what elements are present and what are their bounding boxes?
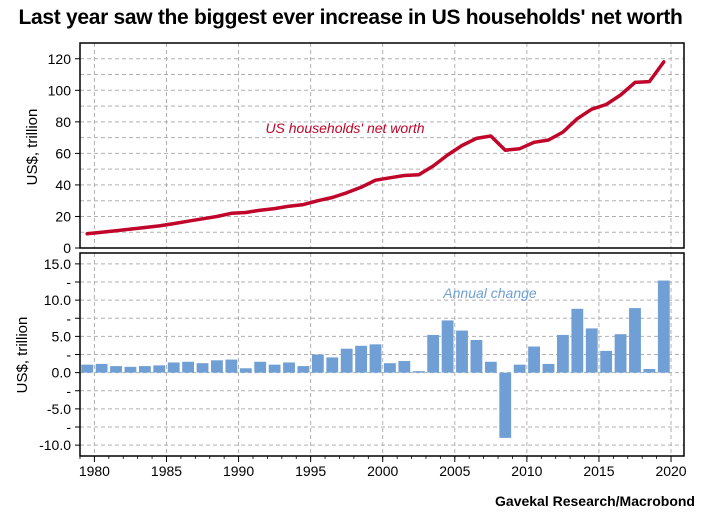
- annual-change-bar: [340, 348, 353, 373]
- x-tick-label: 1995: [295, 463, 326, 479]
- annual-change-bar: [600, 350, 613, 373]
- annual-change-bar: [614, 334, 627, 373]
- top-y-tick-label: 20: [55, 208, 71, 224]
- bottom-y-tick-label: -: [66, 347, 71, 363]
- annual-change-bar: [557, 334, 569, 373]
- bottom-y-tick-label: -: [66, 383, 71, 399]
- bottom-y-axis-title: US$, trillion: [14, 317, 31, 394]
- top-y-tick-label: 0: [63, 240, 71, 256]
- x-tick-label: 2020: [655, 463, 686, 479]
- annual-change-bar: [153, 365, 166, 373]
- x-ticks: 1980 1985 1990 1995 2000 2005 2010 2015 2020: [79, 456, 687, 479]
- annual-change-bar: [657, 280, 670, 373]
- top-y-tick-label: 80: [55, 114, 71, 130]
- bottom-y-ticks: -10.0--5.0-0.0-5.0-10.0-15.0: [39, 256, 80, 453]
- annual-change-bar: [283, 362, 295, 373]
- bottom-y-tick-label: -: [66, 419, 71, 435]
- net-worth-points: [87, 61, 664, 234]
- annual-change-bar: [470, 340, 483, 373]
- top-panel-grid: [80, 43, 684, 248]
- annual-change-bar: [528, 346, 540, 373]
- x-tick-label: 2005: [439, 463, 470, 479]
- annual-change-bar: [456, 330, 468, 373]
- annual-change-bar: [196, 363, 209, 373]
- net-worth-series-label: US households' net worth: [265, 120, 424, 136]
- annual-change-bar: [427, 334, 440, 373]
- x-tick-label: 1980: [79, 463, 110, 479]
- annual-change-bar: [254, 361, 267, 373]
- annual-change-bar: [326, 357, 339, 373]
- x-tick-label: 2010: [511, 463, 542, 479]
- annual-change-bar: [398, 361, 411, 373]
- annual-change-bar: [571, 308, 584, 373]
- annual-change-bar: [484, 361, 497, 373]
- annual-change-bar: [412, 371, 425, 373]
- annual-change-bar: [211, 360, 223, 373]
- top-y-tick-label: 100: [48, 82, 72, 98]
- annual-change-bar: [81, 364, 94, 373]
- top-panel-frame: [79, 42, 685, 249]
- bottom-y-tick-label: -10.0: [39, 437, 71, 453]
- bottom-y-tick-label: 10.0: [44, 292, 71, 308]
- bar-series: [81, 280, 670, 438]
- bottom-y-tick-label: -: [66, 310, 71, 326]
- annual-change-bar: [355, 345, 368, 373]
- annual-change-bar: [643, 369, 656, 373]
- source-credit: Gavekal Research/Macrobond: [495, 493, 695, 509]
- annual-change-bar: [297, 366, 310, 373]
- annual-change-series-label: Annual change: [442, 285, 537, 301]
- annual-change-bar: [239, 368, 252, 373]
- net-worth-line: [85, 60, 666, 236]
- x-tick-label: 1990: [223, 463, 254, 479]
- annual-change-bar: [95, 363, 108, 373]
- annual-change-bar: [167, 362, 180, 373]
- top-y-tick-label: 120: [48, 51, 72, 67]
- top-y-tick-label: 40: [55, 177, 71, 193]
- x-tick-label: 2015: [583, 463, 614, 479]
- bottom-panel-grid: [80, 253, 684, 456]
- top-y-axis-title: US$, trillion: [24, 109, 41, 186]
- annual-change-bar: [513, 364, 526, 373]
- annual-change-bar: [138, 366, 151, 373]
- annual-change-bar: [369, 344, 382, 373]
- annual-change-bar: [182, 361, 195, 373]
- annual-change-bar: [585, 328, 598, 373]
- bottom-y-tick-label: -5.0: [47, 401, 71, 417]
- annual-change-bar: [629, 308, 641, 373]
- x-tick-label: 1985: [151, 463, 182, 479]
- annual-change-bar: [542, 363, 555, 373]
- annual-change-bar: [124, 366, 137, 373]
- bottom-y-tick-label: 5.0: [52, 328, 72, 344]
- annual-change-bar: [499, 372, 512, 438]
- bottom-y-tick-label: -: [66, 274, 71, 290]
- annual-change-bar: [384, 363, 396, 373]
- annual-change-bar: [225, 359, 238, 373]
- bottom-y-tick-label: 0.0: [52, 365, 72, 381]
- top-y-ticks: 0 20 40 60 80 100 120: [48, 51, 80, 256]
- chart-title: Last year saw the biggest ever increase …: [18, 6, 683, 29]
- annual-change-bar: [110, 366, 122, 373]
- x-tick-label: 2000: [367, 463, 398, 479]
- annual-change-bar: [268, 364, 281, 373]
- top-y-tick-label: 60: [55, 145, 71, 161]
- bottom-y-tick-label: 15.0: [44, 256, 71, 272]
- annual-change-bar: [311, 354, 324, 373]
- annual-change-bar: [441, 320, 454, 373]
